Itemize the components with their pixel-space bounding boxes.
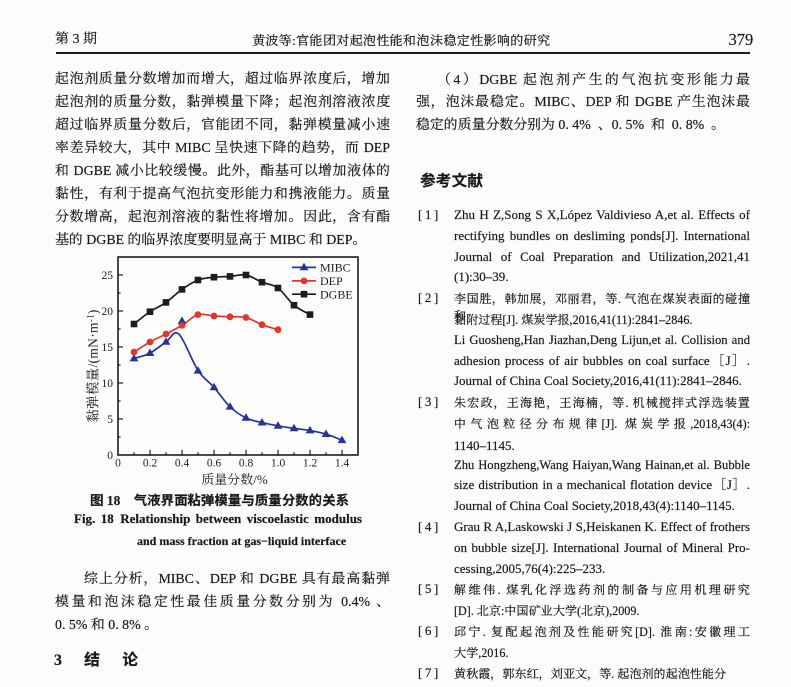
svg-text:20: 20 [102,306,114,318]
svg-text:DGBE: DGBE [320,287,353,301]
svg-text:5: 5 [107,414,113,426]
svg-text:0.4: 0.4 [175,458,190,470]
svg-text:0.8: 0.8 [239,458,254,470]
svg-text:DEP: DEP [320,274,343,288]
svg-text:MIBC: MIBC [320,261,351,275]
svg-text:0.6: 0.6 [207,458,222,470]
svg-text:10: 10 [102,378,114,390]
svg-text:1.4: 1.4 [335,458,350,470]
svg-text:1.2: 1.2 [303,458,318,470]
svg-text:质量分数/%: 质量分数/% [201,472,268,487]
svg-text:15: 15 [102,342,114,354]
svg-text:0: 0 [115,458,121,470]
svg-text:0: 0 [107,450,113,462]
svg-text:25: 25 [102,270,114,282]
svg-text:0.2: 0.2 [143,458,158,470]
svg-text:黏弹模量/(mN·m-1): 黏弹模量/(mN·m-1) [86,309,101,422]
svg-text:1.0: 1.0 [271,458,286,470]
